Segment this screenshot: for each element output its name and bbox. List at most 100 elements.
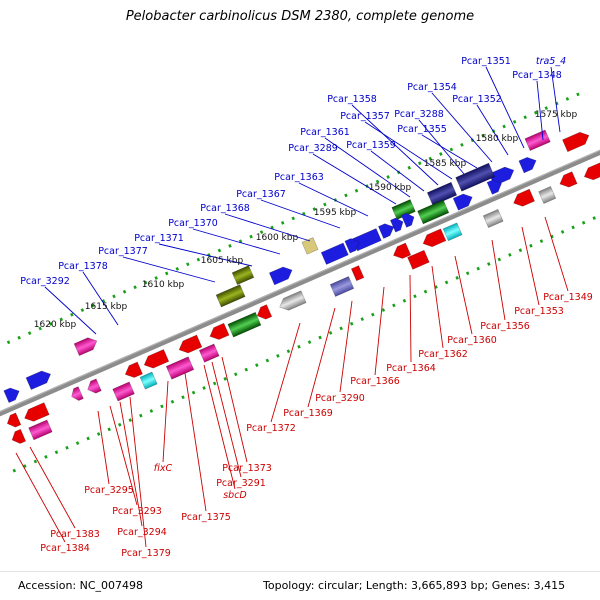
gene-glyph[interactable] [377, 221, 396, 239]
gene-glyph[interactable] [207, 322, 230, 342]
gene-glyph[interactable] [22, 402, 50, 425]
gene-glyph[interactable] [69, 386, 84, 403]
gene-label[interactable]: Pcar_1372 [246, 423, 296, 434]
gene-label[interactable]: Pcar_1360 [447, 335, 497, 346]
gene-glyph[interactable] [301, 237, 319, 255]
gene-label[interactable]: Pcar_1359 [346, 140, 396, 151]
gene-label[interactable]: Pcar_1353 [514, 306, 564, 317]
gene-label[interactable]: Pcar_3293 [112, 506, 162, 517]
gene-glyph[interactable] [73, 335, 99, 357]
gene-glyph[interactable] [350, 265, 365, 282]
gene-label[interactable]: Pcar_1354 [407, 82, 457, 93]
gene-label[interactable]: Pcar_1356 [480, 321, 530, 332]
gene-label[interactable]: Pcar_3294 [117, 527, 167, 538]
gene-glyph[interactable] [391, 242, 412, 261]
gene-glyph[interactable] [320, 242, 349, 265]
gene-glyph[interactable] [524, 129, 551, 152]
gene-glyph[interactable] [391, 199, 416, 220]
gene-label[interactable]: Pcar_1355 [397, 124, 447, 135]
axis-tick-label: 1600 kbp [256, 233, 299, 243]
gene-label[interactable]: Pcar_1367 [236, 189, 286, 200]
gene-label[interactable]: Pcar_3292 [20, 276, 70, 287]
gene-label[interactable]: Pcar_1349 [543, 292, 593, 303]
strand-dots-top [0, 89, 586, 348]
gene-glyph[interactable] [5, 412, 22, 430]
gene-glyph[interactable] [562, 129, 591, 153]
gene-label[interactable]: Pcar_1383 [50, 529, 100, 540]
gene-label[interactable]: fixC [154, 463, 173, 474]
leader-line [364, 121, 453, 180]
gene-glyph[interactable] [198, 343, 220, 363]
gene-label[interactable]: Pcar_1369 [283, 408, 333, 419]
gene-glyph[interactable] [177, 334, 203, 356]
gene-label[interactable]: Pcar_1352 [452, 94, 502, 105]
gene-glyph[interactable] [421, 228, 447, 250]
gene-label[interactable]: Pcar_1377 [98, 246, 148, 257]
gene-label[interactable]: Pcar_1357 [340, 111, 390, 122]
gene-glyph[interactable] [518, 155, 539, 174]
gene-glyph[interactable] [582, 161, 600, 183]
gene-glyph[interactable] [85, 378, 102, 396]
gene-label[interactable]: Pcar_1363 [274, 172, 324, 183]
gene-glyph[interactable] [417, 199, 450, 225]
gene-glyph[interactable] [400, 211, 416, 228]
gene-label[interactable]: Pcar_1384 [40, 543, 90, 554]
gene-glyph[interactable] [442, 222, 463, 242]
gene-label[interactable]: Pcar_1375 [181, 512, 231, 523]
strand-dots-bottom [12, 213, 600, 473]
gene-glyph[interactable] [3, 385, 22, 404]
gene-glyph[interactable] [486, 177, 504, 195]
gene-label[interactable]: Pcar_3291 [216, 478, 266, 489]
gene-label[interactable]: Pcar_1368 [200, 203, 250, 214]
gene-glyph[interactable] [112, 381, 135, 402]
gene-label[interactable]: Pcar_1361 [300, 127, 350, 138]
gene-glyph[interactable] [426, 181, 458, 206]
gene-glyph[interactable] [25, 368, 53, 391]
leader-line [109, 405, 138, 506]
leader-line [307, 307, 336, 408]
leader-line [298, 182, 369, 217]
gene-glyph[interactable] [455, 162, 496, 192]
gene-glyph[interactable] [255, 304, 273, 322]
gene-glyph[interactable] [28, 419, 53, 441]
gene-label[interactable]: Pcar_3295 [84, 485, 134, 496]
gene-glyph[interactable] [511, 188, 535, 209]
gene-glyph[interactable] [344, 236, 362, 254]
gene-label[interactable]: Pcar_1373 [222, 463, 272, 474]
axis-tick-label: 1605 kbp [201, 256, 244, 266]
gene-glyph[interactable] [452, 191, 475, 211]
gene-glyph[interactable] [482, 208, 504, 229]
gene-glyph[interactable] [407, 249, 430, 270]
gene-label[interactable]: tra5_4 [536, 56, 566, 67]
gene-label[interactable]: sbcD [223, 490, 247, 501]
gene-glyph[interactable] [165, 356, 195, 380]
leader-line [158, 243, 253, 267]
leader-line [339, 300, 353, 393]
gene-label[interactable]: Pcar_3288 [394, 109, 444, 120]
gene-glyph[interactable] [277, 290, 307, 313]
gene-label[interactable]: Pcar_1351 [461, 56, 511, 67]
gene-glyph[interactable] [557, 171, 578, 190]
gene-label[interactable]: Pcar_1364 [386, 363, 436, 374]
gene-glyph[interactable] [215, 284, 246, 308]
gene-label[interactable]: Pcar_1366 [350, 376, 400, 387]
gene-label[interactable]: Pcar_1370 [168, 218, 218, 229]
gene-glyph[interactable] [10, 428, 27, 446]
gene-label[interactable]: Pcar_1379 [121, 548, 171, 559]
gene-label[interactable]: Pcar_3289 [288, 143, 338, 154]
gene-label[interactable]: Pcar_1378 [58, 261, 108, 272]
gene-glyph[interactable] [231, 265, 255, 286]
gene-glyph[interactable] [329, 276, 355, 297]
gene-glyph[interactable] [123, 361, 143, 380]
gene-glyph[interactable] [389, 216, 405, 233]
gene-glyph[interactable] [538, 186, 557, 204]
gene-glyph[interactable] [142, 349, 170, 371]
gene-label[interactable]: Pcar_1348 [512, 70, 562, 81]
gene-label[interactable]: Pcar_1371 [134, 233, 184, 244]
gene-label[interactable]: Pcar_1362 [418, 349, 468, 360]
gene-label[interactable]: Pcar_1358 [327, 94, 377, 105]
gene-label[interactable]: Pcar_3290 [315, 393, 365, 404]
gene-glyph[interactable] [139, 371, 158, 390]
gene-glyph[interactable] [227, 311, 262, 338]
gene-glyph[interactable] [268, 264, 294, 286]
